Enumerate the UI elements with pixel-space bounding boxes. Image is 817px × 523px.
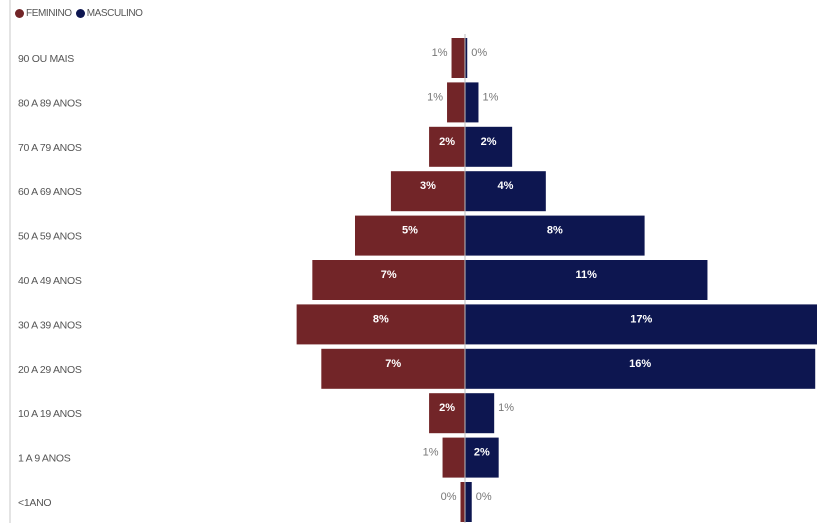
category-label: 90 OU MAIS — [18, 53, 74, 65]
legend-swatch-masculino — [75, 8, 85, 18]
category-label: 80 A 89 ANOS — [18, 97, 82, 109]
bar-feminino[interactable] — [296, 304, 465, 345]
data-label-masculino: 16% — [629, 358, 651, 370]
data-label-feminino: 2% — [439, 136, 455, 148]
category-label: 1 A 9 ANOS — [18, 453, 71, 465]
bar-masculino[interactable] — [465, 304, 817, 345]
category-label: 70 A 79 ANOS — [18, 142, 82, 154]
data-label-feminino: 5% — [402, 225, 418, 237]
bar-feminino[interactable] — [442, 437, 465, 478]
data-label-feminino: 1% — [427, 91, 443, 103]
bar-masculino[interactable] — [465, 126, 513, 167]
data-label-masculino: 1% — [498, 402, 514, 414]
data-label-feminino: 1% — [432, 47, 448, 59]
data-label-feminino: 3% — [420, 180, 436, 192]
bar-feminino[interactable] — [451, 38, 465, 78]
category-label: 60 A 69 ANOS — [18, 186, 82, 198]
bar-masculino[interactable] — [465, 82, 479, 123]
category-label: 50 A 59 ANOS — [18, 231, 82, 243]
data-label-masculino: 8% — [547, 225, 563, 237]
legend-label-masculino: MASCULINO — [86, 7, 143, 19]
data-label-masculino: 4% — [497, 180, 513, 192]
category-label: 20 A 29 ANOS — [18, 364, 82, 376]
bar-feminino[interactable] — [460, 482, 465, 522]
bar-masculino[interactable] — [465, 38, 468, 78]
data-label-masculino: 17% — [630, 313, 652, 325]
data-label-feminino: 8% — [373, 313, 389, 325]
bar-feminino[interactable] — [321, 348, 465, 389]
bar-feminino[interactable] — [312, 260, 465, 300]
category-label: 10 A 19 ANOS — [18, 408, 82, 420]
bar-masculino[interactable] — [465, 393, 495, 434]
legend-swatch-feminino — [15, 8, 24, 18]
data-label-feminino: 7% — [385, 358, 401, 370]
category-label: 40 A 49 ANOS — [18, 275, 82, 287]
legend-label-feminino: FEMININO — [26, 7, 72, 19]
data-label-masculino: 11% — [576, 269, 598, 281]
bar-feminino[interactable] — [354, 215, 465, 256]
data-label-masculino: 2% — [474, 447, 490, 459]
bar-feminino[interactable] — [390, 171, 465, 212]
category-label: <1ANO — [18, 497, 51, 509]
bar-masculino[interactable] — [465, 215, 645, 256]
bar-feminino[interactable] — [429, 126, 465, 167]
bar-masculino[interactable] — [465, 437, 499, 478]
legend-item-masculino[interactable]: MASCULINO — [75, 7, 143, 19]
data-label-masculino: 0% — [476, 491, 492, 503]
bar-masculino[interactable] — [465, 348, 816, 389]
legend-item-feminino[interactable]: FEMININO — [15, 8, 72, 19]
bar-masculino[interactable] — [465, 260, 708, 300]
data-label-masculino: 0% — [471, 47, 487, 59]
data-label-feminino: 2% — [439, 402, 455, 414]
data-label-feminino: 0% — [441, 491, 457, 503]
bar-feminino[interactable] — [429, 393, 465, 434]
bar-masculino[interactable] — [465, 482, 472, 522]
data-label-masculino: 1% — [482, 91, 498, 103]
chart-legend: FEMININO MASCULINO — [15, 4, 143, 22]
data-label-feminino: 7% — [381, 269, 397, 281]
category-label: 30 A 39 ANOS — [18, 319, 82, 331]
bar-masculino[interactable] — [465, 171, 546, 212]
data-label-masculino: 2% — [481, 136, 497, 148]
bar-feminino[interactable] — [447, 82, 465, 123]
data-label-feminino: 1% — [423, 447, 439, 459]
